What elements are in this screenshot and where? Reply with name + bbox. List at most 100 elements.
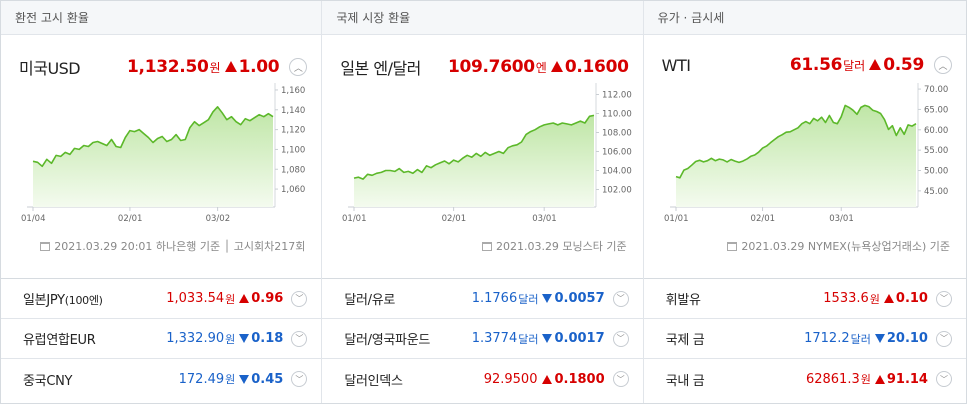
y-tick-label: 104.00 [602, 167, 632, 177]
chevron-down-icon[interactable]: ﹀ [291, 371, 308, 387]
list-item[interactable]: 중국CNY 172.49 원 0.45 ﹀ [1, 359, 321, 399]
y-tick-label: 70.00 [924, 85, 948, 95]
list-item[interactable]: 유럽연합EUR 1,332.90 원 0.18 ﹀ [1, 319, 322, 359]
item-change: 0.18 [251, 331, 284, 346]
item-unit: 원 [869, 292, 880, 306]
source-text: 2021.03.29 20:01 하나은행 기준 │ 고시회차217회 [54, 240, 306, 253]
item-price: 1712.2 [804, 331, 850, 346]
item-price: 1.1766 [471, 291, 518, 306]
y-tick-label: 106.00 [602, 148, 632, 158]
series-line [354, 114, 595, 180]
y-tick-label: 60.00 [924, 126, 948, 136]
item-unit: 원 [225, 332, 236, 346]
main-rate-panel: 일본 엔/달러 109.7600 엔 0.1600 112.00 110.00 10… [322, 35, 643, 279]
chevron-down-icon[interactable]: ﹀ [291, 330, 308, 347]
x-tick-label: 03/02 [206, 214, 231, 224]
item-price: 1.3774 [471, 331, 518, 346]
item-unit: 원 [225, 373, 236, 386]
main-rate-unit: 원 [209, 61, 221, 75]
item-name: 유럽연합EUR [23, 333, 96, 348]
item-name: 달러/유로 [344, 293, 396, 308]
rate-chart: 112.00 110.00 108.00 106.00 104.00 102.00 01/0… [342, 83, 632, 224]
item-change: 0.0057 [554, 291, 605, 306]
up-arrow-icon [883, 294, 894, 303]
calendar-icon [481, 241, 492, 251]
x-tick-label: 02/01 [442, 214, 467, 224]
main-rate-price: 61.56 [789, 55, 843, 75]
series-line [32, 106, 274, 168]
item-price: 62861.3 [805, 371, 860, 387]
chevron-down-icon[interactable]: ﹀ [612, 371, 629, 387]
item-unit: 달러 [518, 332, 539, 346]
down-arrow-icon [542, 334, 553, 343]
chevron-down-icon[interactable]: ﹀ [291, 290, 308, 307]
item-sub: (100엔) [64, 294, 103, 307]
down-arrow-icon [874, 334, 885, 343]
item-price: 1533.6 [823, 291, 869, 306]
list-item[interactable]: 달러/유로 1.1766 달러 0.0057 ﹀ [322, 279, 643, 319]
up-arrow-icon [542, 374, 553, 384]
item-change: 0.45 [251, 371, 284, 387]
y-tick-label: 1,060 [281, 185, 305, 195]
calendar-icon [727, 241, 738, 251]
main-rate-panel: WTI 61.56 달러 0.59 ︿ 70.00 65.00 60.00 55.00… [643, 35, 966, 279]
chevron-down-icon[interactable]: ﹀ [612, 330, 629, 347]
chevron-up-icon[interactable]: ︿ [933, 56, 952, 74]
x-tick-label: 03/01 [533, 214, 558, 224]
up-arrow-icon [224, 61, 237, 72]
item-price: 92.9500 [483, 371, 538, 387]
column-header[interactable]: 환전 고시 환율 [1, 1, 322, 35]
item-name: 달러/영국파운드 [344, 333, 431, 348]
column-header[interactable]: 유가 · 금시세 [643, 1, 966, 35]
y-tick-label: 1,120 [281, 126, 305, 136]
main-rate-name[interactable]: 미국USD [19, 59, 81, 78]
down-arrow-icon [239, 334, 250, 343]
list-item[interactable]: 일본JPY(100엔) 1,033.54 원 0.96 ﹀ [1, 279, 322, 319]
main-rate-unit: 달러 [843, 59, 866, 73]
y-tick-label: 65.00 [924, 105, 948, 115]
y-tick-label: 108.00 [602, 129, 632, 139]
list-item[interactable]: 달러인덱스 92.9500 0.1800 ﹀ [322, 359, 642, 399]
item-unit: 원 [225, 292, 236, 306]
x-tick-label: 02/01 [118, 214, 143, 224]
y-tick-label: 1,100 [281, 145, 305, 155]
chevron-down-icon[interactable]: ﹀ [935, 330, 952, 347]
main-rate-name[interactable]: WTI [661, 55, 691, 75]
up-arrow-icon [550, 61, 563, 72]
y-tick-label: 112.00 [602, 91, 632, 101]
y-tick-label: 45.00 [924, 187, 948, 197]
main-rate-change: 1.00 [238, 57, 280, 77]
item-name: 휘발유 [665, 293, 701, 308]
chevron-down-icon[interactable]: ﹀ [935, 290, 952, 307]
item-change: 91.14 [886, 371, 928, 387]
exchange-notice-column: 환전 고시 환율 미국USD 1,132.50 원 1.00 ︿ 1,160 1,… [1, 1, 323, 403]
list-item[interactable]: 달러/영국파운드 1.3774 달러 0.0017 ﹀ [322, 319, 643, 359]
source-note: 2021.03.29 모닝스타 기준 [481, 238, 627, 254]
up-arrow-icon [869, 59, 882, 70]
item-name: 국내 금 [665, 373, 705, 389]
chevron-down-icon[interactable]: ﹀ [612, 290, 629, 307]
y-tick-label: 102.00 [602, 186, 632, 196]
item-name: 중국CNY [23, 373, 73, 389]
up-arrow-icon [874, 374, 885, 384]
rate-chart: 1,160 1,140 1,120 1,100 1,080 1,060 01/04 02/01… [21, 83, 305, 224]
chevron-up-icon[interactable]: ︿ [289, 58, 308, 76]
chevron-down-icon[interactable]: ﹀ [935, 371, 952, 387]
calendar-icon [40, 241, 51, 251]
item-name: 달러인덱스 [344, 373, 403, 389]
list-item[interactable]: 국내 금 62861.3 원 91.14 ﹀ [644, 359, 966, 399]
down-arrow-icon [542, 294, 553, 303]
x-tick-label: 03/01 [829, 214, 854, 224]
source-note: 2021.03.29 20:01 하나은행 기준 │ 고시회차217회 [40, 238, 305, 254]
item-price: 172.49 [178, 371, 225, 387]
rate-chart: 70.00 65.00 60.00 55.00 50.00 45.00 01/01 02/01… [664, 83, 948, 224]
list-item[interactable]: 휘발유 1533.6 원 0.10 ﹀ [643, 279, 966, 319]
main-rate-name[interactable]: 일본 엔/달러 [340, 59, 421, 78]
list-item[interactable]: 국제 금 1712.2 달러 20.10 ﹀ [643, 319, 966, 359]
y-tick-label: 50.00 [924, 167, 948, 177]
x-tick-label: 01/01 [342, 214, 367, 224]
item-unit: 달러 [850, 332, 871, 346]
column-header[interactable]: 국제 시장 환율 [322, 1, 643, 35]
series-line [675, 104, 917, 179]
